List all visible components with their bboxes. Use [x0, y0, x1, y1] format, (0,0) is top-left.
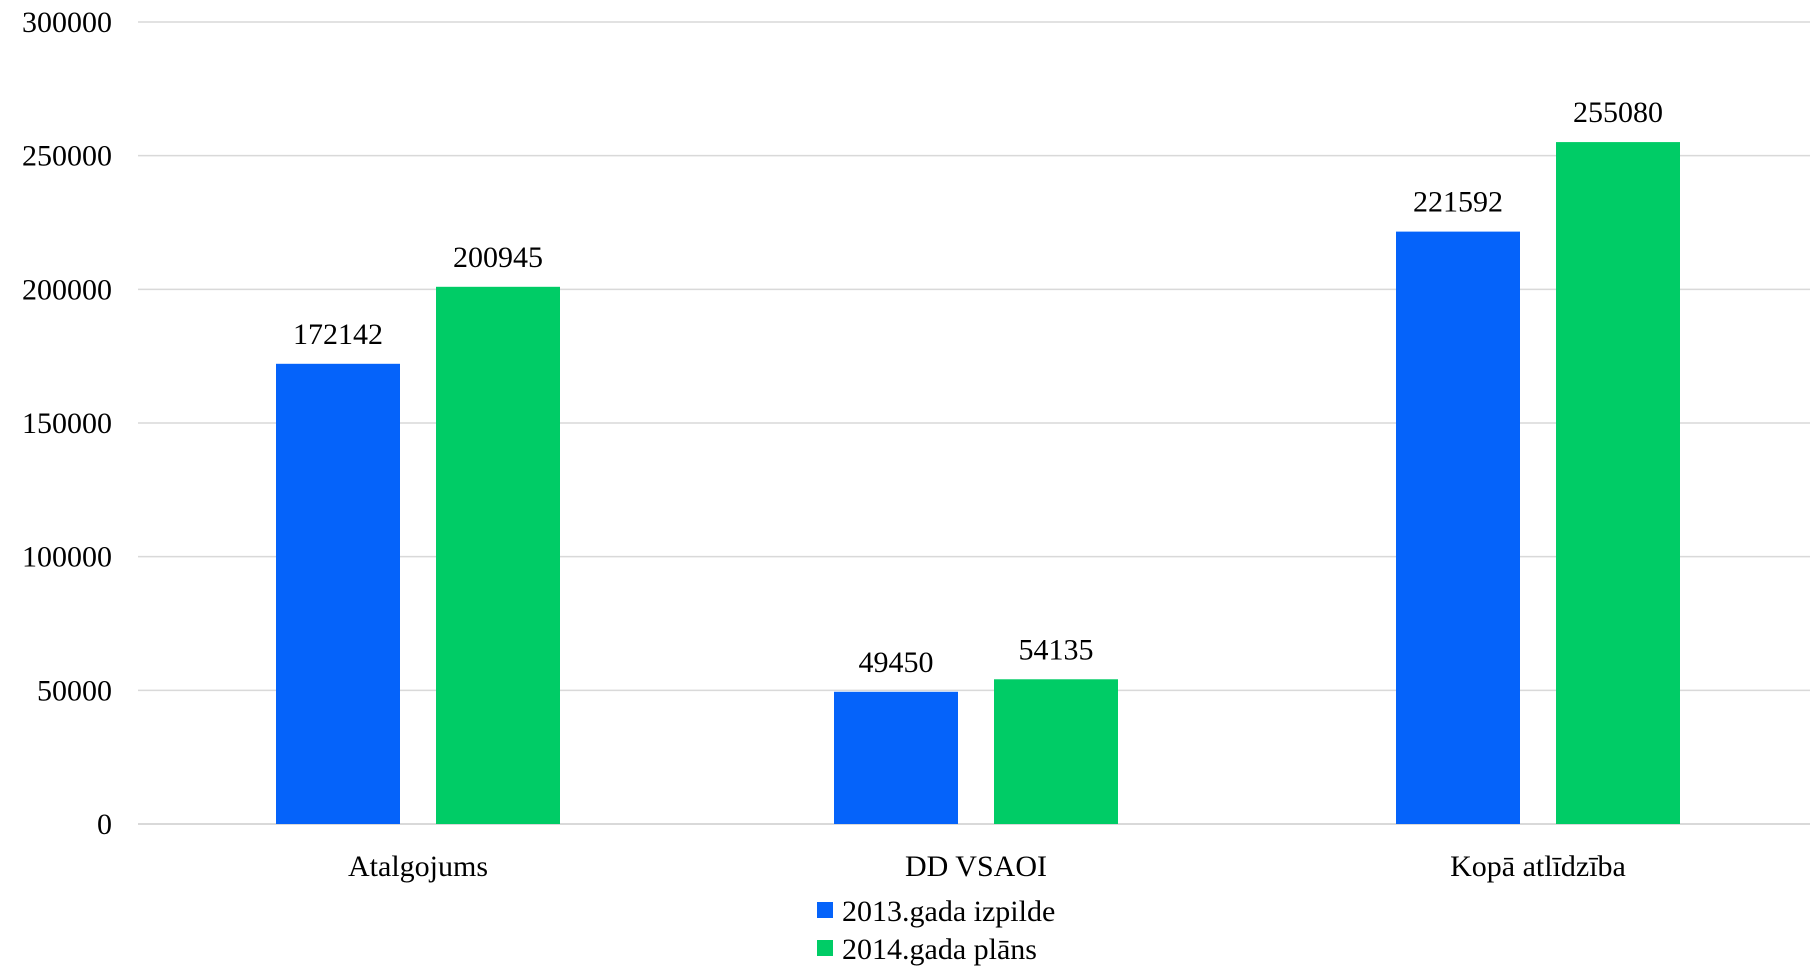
legend-label: 2014.gada plāns	[842, 933, 1037, 966]
y-axis-ticks: 0 50000 100000 150000 200000 250000 300000	[22, 6, 112, 841]
y-tick-label: 50000	[37, 674, 112, 707]
data-label: 49450	[859, 646, 934, 679]
data-label: 200945	[453, 241, 543, 274]
y-tick-label: 250000	[22, 140, 112, 173]
bar	[994, 679, 1118, 824]
data-label: 221592	[1413, 186, 1503, 219]
legend-swatch	[817, 902, 833, 918]
bar	[1556, 142, 1680, 825]
bars	[276, 142, 1680, 825]
y-tick-label: 200000	[22, 273, 112, 306]
gridlines	[138, 21, 1810, 825]
legend-label: 2013.gada izpilde	[842, 895, 1055, 928]
x-tick-label: Atalgojums	[348, 850, 488, 883]
y-tick-label: 100000	[22, 541, 112, 574]
legend-swatch	[817, 940, 833, 956]
x-tick-label: DD VSAOI	[905, 850, 1047, 883]
x-tick-label: Kopā atlīdzība	[1450, 850, 1626, 883]
data-label: 255080	[1573, 96, 1663, 129]
data-label: 172142	[293, 318, 383, 351]
data-labels: 172142 49450 221592 200945 54135 255080	[293, 96, 1663, 679]
data-label: 54135	[1019, 633, 1094, 666]
bar	[834, 691, 958, 824]
bar	[1396, 231, 1520, 824]
y-tick-label: 150000	[22, 407, 112, 440]
bar	[436, 286, 560, 825]
bar	[276, 363, 400, 824]
legend: 2013.gada izpilde 2014.gada plāns	[817, 895, 1055, 966]
x-axis-ticks: Atalgojums DD VSAOI Kopā atlīdzība	[348, 850, 1626, 883]
y-tick-label: 0	[97, 808, 112, 841]
y-tick-label: 300000	[22, 6, 112, 39]
